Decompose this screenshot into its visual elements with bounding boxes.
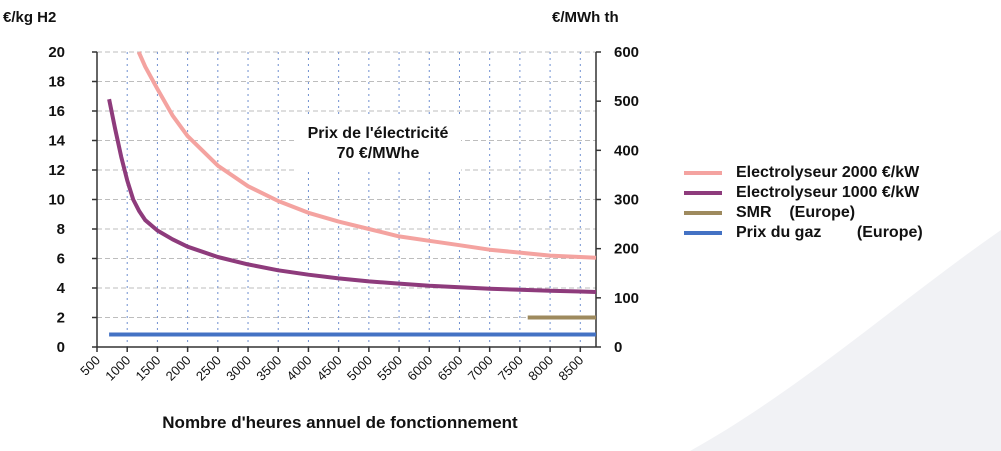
- y-right-tick-label: 200: [614, 241, 639, 258]
- y-left-tick-label: 16: [48, 103, 65, 120]
- y-left-tick-label: 18: [48, 74, 65, 91]
- legend-label: Prix du gaz (Europe): [736, 224, 923, 241]
- legend-item: Prix du gaz (Europe): [684, 223, 923, 243]
- x-tick-label: 6000: [404, 353, 435, 384]
- legend-item: Electrolyseur 1000 €/kW: [684, 183, 923, 203]
- x-tick-label: 500: [77, 353, 103, 379]
- y-left-tick-label: 0: [57, 339, 65, 356]
- y-right-tick-label: 400: [614, 142, 639, 159]
- legend-label: Electrolyseur 2000 €/kW: [736, 164, 920, 181]
- x-tick-label: 2000: [163, 353, 194, 384]
- y-right-unit-label: €/MWh th: [552, 9, 619, 26]
- x-tick-label: 1500: [132, 353, 163, 384]
- y-right-tick-label: 500: [614, 93, 639, 110]
- y-left-tick-label: 8: [57, 221, 65, 238]
- annotation-box: [295, 116, 461, 172]
- legend-swatch: [684, 191, 722, 195]
- y-left-tick-label: 12: [48, 162, 65, 179]
- annotation-text: Prix de l'électricité: [308, 125, 449, 142]
- legend-item: SMR (Europe): [684, 203, 923, 223]
- y-left-tick-label: 4: [57, 280, 66, 297]
- series-line-2: [107, 98, 597, 294]
- legend-swatch: [684, 211, 722, 215]
- x-tick-label: 4500: [314, 353, 345, 384]
- x-tick-label: 5000: [344, 353, 375, 384]
- x-tick-label: 7500: [495, 353, 526, 384]
- y-right-tick-label: 100: [614, 290, 639, 307]
- y-left-tick-label: 6: [57, 251, 65, 268]
- legend-swatch: [684, 171, 722, 175]
- x-tick-label: 2500: [193, 353, 224, 384]
- legend: Electrolyseur 2000 €/kW Electrolyseur 100…: [684, 163, 923, 243]
- y-right-tick-label: 0: [614, 339, 622, 356]
- x-tick-label: 3500: [253, 353, 284, 384]
- annotation-text: 70 €/MWhe: [337, 145, 420, 162]
- y-left-tick-label: 10: [48, 192, 65, 209]
- x-tick-label: 8500: [555, 353, 586, 384]
- y-left-tick-label: 14: [48, 133, 65, 150]
- y-left-tick-label: 2: [57, 310, 65, 327]
- series-line-1: [136, 51, 597, 260]
- x-axis-label: Nombre d'heures annuel de fonctionnement: [162, 413, 518, 432]
- y-left-tick-label: 20: [48, 44, 65, 61]
- x-tick-label: 7000: [465, 353, 496, 384]
- legend-label: Electrolyseur 1000 €/kW: [736, 184, 920, 201]
- y-right-tick-label: 300: [614, 192, 639, 209]
- x-tick-label: 8000: [525, 353, 556, 384]
- y-right-tick-label: 600: [614, 44, 639, 61]
- legend-label: SMR (Europe): [736, 204, 856, 221]
- x-tick-label: 5500: [374, 353, 405, 384]
- legend-item: Electrolyseur 2000 €/kW: [684, 163, 923, 183]
- x-tick-label: 6500: [435, 353, 466, 384]
- x-tick-label: 1000: [102, 353, 133, 384]
- x-tick-label: 3000: [223, 353, 254, 384]
- legend-swatch: [684, 231, 722, 235]
- x-tick-label: 4000: [284, 353, 315, 384]
- y-left-unit-label: €/kg H2: [3, 9, 57, 26]
